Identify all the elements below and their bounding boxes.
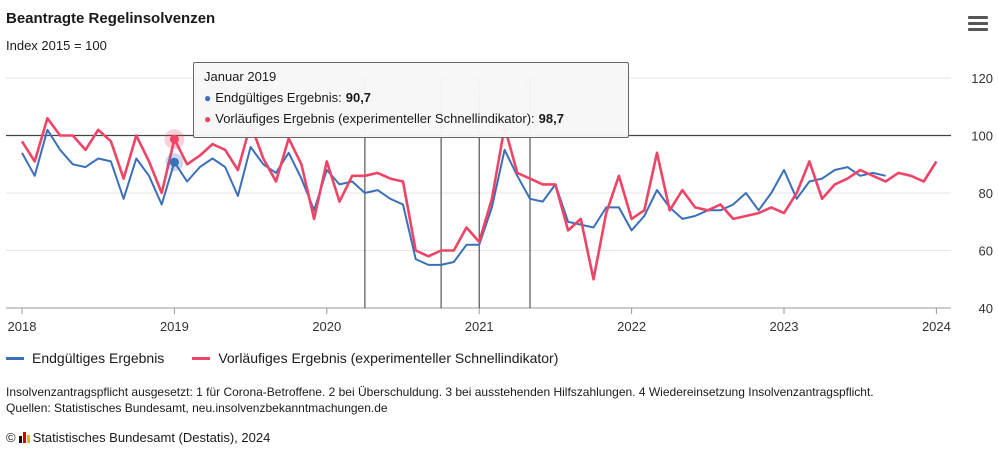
tooltip-label: Endgültiges Ergebnis: [215, 90, 342, 105]
x-tick-label: 2020 [312, 319, 341, 334]
legend-label: Vorläufiges Ergebnis (experimenteller Sc… [218, 350, 559, 366]
credit: © Statistisches Bundesamt (Destatis), 20… [6, 430, 270, 445]
hover-point-preliminary [169, 134, 179, 144]
source-line: Quellen: Statistisches Bundesamt, neu.in… [6, 401, 388, 415]
footnote-line: Insolvenzantragspflicht ausgesetzt: 1 fü… [6, 385, 874, 399]
credit-text: Statistisches Bundesamt (Destatis), 2024 [32, 430, 271, 445]
series-dot-icon: ● [204, 90, 212, 105]
legend-item-preliminary[interactable]: Vorläufiges Ergebnis (experimenteller Sc… [192, 350, 558, 366]
hamburger-menu-icon[interactable] [968, 16, 988, 32]
x-tick-label: 2019 [160, 319, 189, 334]
tooltip-row-final: ● Endgültiges Ergebnis: 90,7 [204, 90, 618, 105]
tooltip-header: Januar 2019 [204, 69, 277, 84]
x-tick-label: 2023 [770, 319, 799, 334]
legend: Endgültiges Ergebnis Vorläufiges Ergebni… [6, 350, 558, 366]
x-tick-label: 2021 [465, 319, 494, 334]
y-tick-label: 100 [971, 129, 993, 144]
copyright-symbol: © [6, 430, 16, 445]
x-tick-label: 2018 [8, 319, 37, 334]
series-dot-icon: ● [204, 111, 212, 126]
hover-point-final [169, 157, 179, 167]
tooltip-value: 90,7 [345, 90, 372, 105]
legend-item-final[interactable]: Endgültiges Ergebnis [6, 350, 164, 366]
footnotes: Insolvenzantragspflicht ausgesetzt: 1 fü… [6, 384, 874, 416]
legend-label: Endgültiges Ergebnis [32, 350, 165, 366]
x-tick-label: 2022 [617, 319, 646, 334]
tooltip-row-preliminary: ● Vorläufiges Ergebnis (experimenteller … [204, 111, 618, 126]
series-line-final [21, 128, 886, 266]
chart-title: Beantragte Regelinsolvenzen [6, 10, 216, 27]
x-tick-label: 2024 [922, 319, 951, 334]
y-tick-label: 60 [979, 244, 993, 259]
tooltip: Januar 2019 ● Endgültiges Ergebnis: 90,7… [193, 62, 629, 138]
y-tick-label: 120 [971, 71, 993, 86]
legend-line-icon [6, 356, 24, 360]
y-tick-label: 40 [979, 301, 993, 316]
tooltip-value: 98,7 [538, 111, 564, 126]
destatis-logo-icon [18, 432, 30, 443]
tooltip-label: Vorläufiges Ergebnis (experimenteller Sc… [215, 111, 535, 126]
chart-subtitle: Index 2015 = 100 [6, 38, 107, 53]
legend-line-icon [192, 356, 211, 360]
y-tick-label: 80 [979, 186, 993, 201]
